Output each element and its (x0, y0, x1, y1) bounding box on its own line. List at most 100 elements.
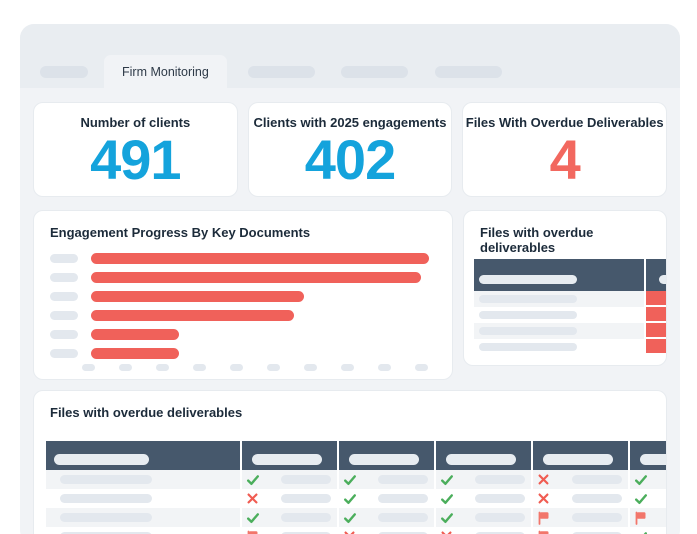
kpi-value: 402 (304, 128, 396, 191)
y-axis-label-redacted (50, 330, 78, 339)
status-date-redacted (572, 513, 622, 522)
x-tick-label-redacted (341, 364, 354, 371)
cell-value-redacted (479, 295, 577, 303)
mini-table-row[interactable] (474, 291, 644, 307)
tab-placeholder[interactable] (434, 66, 502, 78)
chart-row (50, 268, 436, 287)
status-date-redacted (572, 494, 622, 503)
kpi-label: Number of clients (80, 115, 191, 130)
kpi-card-overdue-deliverables[interactable]: Files With Overdue Deliverables 4 (462, 102, 668, 197)
detail-table-row[interactable] (436, 508, 531, 527)
detail-table-row[interactable] (339, 470, 434, 489)
status-date-redacted (475, 475, 525, 484)
status-cell (242, 511, 337, 525)
tab-placeholder[interactable] (40, 66, 88, 78)
status-date-redacted (475, 513, 525, 522)
status-date-redacted (281, 532, 331, 534)
overdue-highlight-cell[interactable] (646, 291, 666, 305)
detail-table-row[interactable] (242, 489, 337, 508)
bar[interactable] (91, 253, 429, 264)
status-cell (533, 530, 628, 534)
status-cell (436, 511, 531, 525)
detail-table-row[interactable] (242, 527, 337, 534)
mini-table-row[interactable] (474, 323, 644, 339)
detail-table-row[interactable] (630, 527, 666, 534)
panel-title: Files with overdue deliverables (480, 225, 594, 255)
check-icon (440, 511, 454, 525)
panel-row: Engagement Progress By Key Documents Fil… (33, 210, 667, 380)
bar[interactable] (91, 329, 179, 340)
status-cell (242, 530, 337, 534)
detail-table-row[interactable] (436, 527, 531, 534)
detail-table-row[interactable] (46, 489, 240, 508)
detail-table-row[interactable] (46, 508, 240, 527)
detail-table-row[interactable] (46, 470, 240, 489)
kpi-card-number-of-clients[interactable]: Number of clients 491 (33, 102, 238, 197)
overdue-files-detail-panel: Files with overdue deliverables (33, 390, 667, 534)
tab-placeholder[interactable] (247, 66, 315, 78)
status-date-redacted (378, 513, 428, 522)
file-name-redacted (60, 475, 152, 484)
status-cell (436, 473, 531, 487)
x-tick-label-redacted (230, 364, 243, 371)
detail-table-row[interactable] (630, 489, 666, 508)
detail-table-row[interactable] (339, 489, 434, 508)
detail-table-row[interactable] (339, 527, 434, 534)
tab-firm-monitoring[interactable]: Firm Monitoring (104, 55, 227, 88)
detail-table-row[interactable] (630, 470, 666, 489)
x-icon (537, 492, 550, 505)
check-icon (246, 473, 260, 487)
file-name-redacted (60, 494, 152, 503)
status-date-redacted (281, 494, 331, 503)
x-tick-label-redacted (378, 364, 391, 371)
status-cell (630, 530, 666, 534)
detail-table-status-column (436, 441, 531, 534)
detail-table-row[interactable] (436, 470, 531, 489)
overdue-highlight-cell[interactable] (646, 323, 666, 337)
bar-chart (50, 249, 436, 363)
detail-table-row[interactable] (46, 527, 240, 534)
check-icon (343, 511, 357, 525)
header-label-redacted (252, 454, 322, 465)
x-tick-label-redacted (304, 364, 317, 371)
check-icon (634, 530, 648, 534)
detail-table-row[interactable] (436, 489, 531, 508)
overdue-highlight-cell[interactable] (646, 307, 666, 321)
detail-table-row[interactable] (533, 527, 628, 534)
flag-icon (537, 511, 550, 525)
tab-placeholder[interactable] (340, 66, 408, 78)
check-icon (246, 511, 260, 525)
bar[interactable] (91, 310, 294, 321)
detail-table-name-column (46, 441, 240, 534)
detail-table-row[interactable] (533, 489, 628, 508)
detail-table-row[interactable] (339, 508, 434, 527)
detail-table-row[interactable] (533, 470, 628, 489)
detail-table-row[interactable] (242, 508, 337, 527)
bar[interactable] (91, 291, 304, 302)
x-tick-label-redacted (82, 364, 95, 371)
detail-table-row[interactable] (242, 470, 337, 489)
detail-table-row[interactable] (533, 508, 628, 527)
status-date-redacted (572, 532, 622, 534)
status-cell (630, 492, 666, 506)
bar[interactable] (91, 348, 179, 359)
overdue-highlight-cell[interactable] (646, 339, 666, 353)
chart-title: Engagement Progress By Key Documents (50, 225, 311, 240)
y-axis-label-redacted (50, 349, 78, 358)
detail-table-row[interactable] (630, 508, 666, 527)
mini-table-row[interactable] (474, 339, 644, 355)
dashboard-card: Firm Monitoring Number of clients 491 Cl… (20, 24, 680, 534)
mini-table-header-cell (474, 259, 644, 291)
check-icon (343, 473, 357, 487)
x-icon (343, 530, 356, 534)
status-cell (339, 511, 434, 525)
tab-label: Firm Monitoring (122, 64, 209, 79)
status-cell (242, 473, 337, 487)
bar[interactable] (91, 272, 421, 283)
x-icon (537, 473, 550, 486)
detail-table-header-cell (533, 441, 628, 470)
header-label-redacted (349, 454, 419, 465)
kpi-card-clients-2025-engagements[interactable]: Clients with 2025 engagements 402 (247, 102, 453, 197)
mini-table-row[interactable] (474, 307, 644, 323)
